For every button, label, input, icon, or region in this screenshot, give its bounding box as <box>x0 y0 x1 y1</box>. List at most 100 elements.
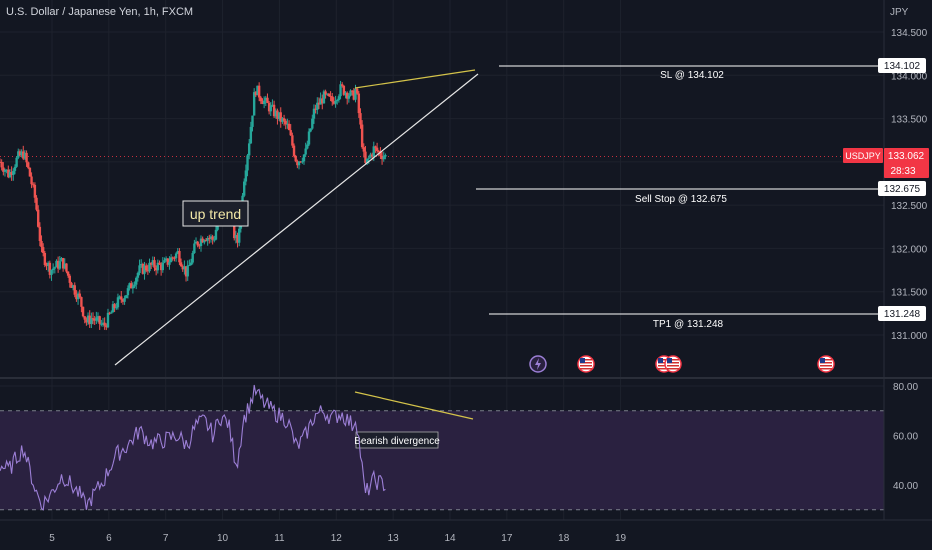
candle-body <box>281 118 284 122</box>
time-tick-label: 5 <box>49 533 55 544</box>
candle-body <box>55 260 58 268</box>
candle-body <box>267 103 271 112</box>
candle-body <box>214 229 218 240</box>
candle-body <box>312 108 316 119</box>
lightning-icon-bolt <box>535 358 541 370</box>
candle-body <box>13 166 17 171</box>
price-tick-label: 132.500 <box>891 201 928 212</box>
us-flag-icon-canton <box>580 358 585 363</box>
candle-body <box>382 156 385 160</box>
candle-body <box>0 161 3 168</box>
candle-body <box>163 260 166 263</box>
candle-body <box>174 253 178 259</box>
candles <box>0 80 387 331</box>
price-tick-label: 134.500 <box>891 28 928 39</box>
up-trend-label-box[interactable] <box>182 200 249 227</box>
us-flag-icon-stripe <box>667 368 679 370</box>
rsi-tick-label: 60.00 <box>893 432 918 443</box>
candle-body <box>309 128 312 132</box>
candle-body <box>209 236 213 239</box>
candle-body <box>233 220 236 239</box>
candle-body <box>321 98 324 104</box>
candle-body <box>365 158 369 163</box>
candle-body <box>12 170 15 175</box>
candle-body <box>8 172 12 178</box>
candle-body <box>311 118 314 129</box>
candle-body <box>81 306 85 317</box>
candle-body <box>125 295 128 298</box>
candle-body <box>70 282 73 288</box>
candle-body <box>101 322 105 324</box>
candle-body <box>43 252 47 265</box>
sl-label: SL @ 134.102 <box>660 70 724 81</box>
candle-body <box>324 91 327 95</box>
candle-body <box>292 145 296 156</box>
candle-body <box>110 312 113 314</box>
candle-body <box>327 93 331 97</box>
candle-body <box>299 161 302 163</box>
candle-body <box>136 272 140 278</box>
candle-body <box>262 100 266 104</box>
candle-body <box>30 176 33 185</box>
candle-body <box>336 100 339 102</box>
candle-body <box>355 88 359 94</box>
uptrend-line[interactable] <box>114 73 479 366</box>
us-flag-icon-stripe <box>580 365 592 367</box>
candle-body <box>252 92 256 116</box>
candle-body <box>266 97 269 104</box>
candle-body <box>156 262 160 271</box>
candle-body <box>306 144 309 149</box>
candle-body <box>78 293 81 298</box>
candle-body <box>242 181 246 196</box>
candle-body <box>322 91 326 104</box>
candle-body <box>154 267 158 271</box>
candle-body <box>254 92 258 96</box>
candle-body <box>118 296 121 298</box>
candle-body <box>380 155 384 160</box>
bearish-divergence-label-box[interactable] <box>355 431 439 449</box>
rsi-band <box>0 410 884 510</box>
rsi-divergence-line[interactable] <box>354 391 474 420</box>
candle-body <box>96 316 100 318</box>
candle-body <box>319 98 322 105</box>
us-flag-icon-stripe <box>658 359 670 361</box>
us-flag-icon <box>817 355 835 373</box>
candle-body <box>50 270 53 275</box>
candle-body <box>272 104 276 117</box>
candle-body <box>168 262 171 265</box>
candle-body <box>296 161 299 166</box>
last-price-value: 133.062 <box>888 151 925 162</box>
us-flag-icon <box>577 355 595 373</box>
time-axis[interactable]: 5 6 7 10 11 12 13 14 17 18 19 <box>49 533 626 544</box>
candle-body <box>33 184 37 198</box>
candle-body <box>307 131 311 145</box>
candle-body <box>370 154 374 157</box>
candle-body <box>277 112 281 119</box>
candle-body <box>204 240 208 242</box>
candle-body <box>276 110 279 119</box>
candle-body <box>140 264 143 266</box>
candle-body <box>341 84 344 86</box>
candle-body <box>287 123 291 131</box>
time-tick-label: 18 <box>558 533 570 544</box>
candle-body <box>364 151 367 163</box>
candle-body <box>20 151 23 156</box>
candle-body <box>331 96 334 102</box>
candle-body <box>304 148 307 155</box>
us-flag-icon-canton <box>658 358 663 363</box>
candle-body <box>342 85 346 95</box>
us-flag-icon-stripe <box>667 362 679 364</box>
candle-body <box>359 113 362 125</box>
candle-body <box>279 112 282 122</box>
lightning-icon <box>529 355 547 373</box>
candle-body <box>53 267 57 269</box>
price-divergence-line[interactable] <box>354 69 476 89</box>
candle-body <box>41 247 45 253</box>
us-flag-icon <box>664 355 682 373</box>
rsi-axis[interactable]: 80.00 60.00 40.00 <box>893 382 918 492</box>
events[interactable] <box>529 355 835 373</box>
candle-body <box>352 90 356 100</box>
candle-body <box>75 294 78 300</box>
candle-body <box>183 266 186 270</box>
